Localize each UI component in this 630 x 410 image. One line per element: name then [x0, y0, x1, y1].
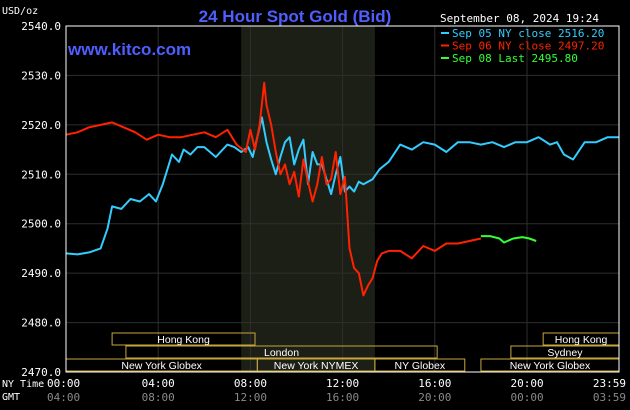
y-tick-label: 2490.0 [21, 267, 61, 280]
series-line [65, 81, 482, 297]
legend-entry: Sep 08 Last 2495.80 [452, 52, 578, 65]
x-tick-ny: 00:00 [47, 377, 80, 390]
ny-session-shade [241, 26, 375, 372]
y-tick-label: 2510.0 [21, 168, 61, 181]
session-label: Hong Kong [555, 334, 608, 346]
x-tick-gmt: 00:00 [510, 391, 543, 404]
timestamp: September 08, 2024 19:24 [440, 12, 599, 25]
session-bar [374, 358, 466, 372]
y-tick-label: 2530.0 [21, 69, 61, 82]
x-row-label-ny: NY Time [2, 379, 44, 390]
session-label: NY Globex [395, 360, 446, 372]
series-line [65, 116, 619, 256]
x-tick-ny: 12:00 [326, 377, 359, 390]
chart-title: 24 Hour Spot Gold (Bid) [199, 7, 392, 26]
y-tick-label: 2520.0 [21, 119, 61, 132]
session-label: New York Globex [510, 360, 591, 372]
y-tick-label: 2500.0 [21, 218, 61, 231]
x-tick-gmt: 12:00 [234, 391, 267, 404]
y-axis-ticks: 2540.0 2530.0 2520.0 2510.0 2500.0 2490.0 2480… [21, 20, 61, 379]
x-tick-gmt: 20:00 [418, 391, 451, 404]
y-tick-label: 2470.0 [21, 366, 61, 379]
legend-entry: Sep 05 NY close 2516.20 [452, 27, 604, 40]
session-label: Hong Kong [157, 334, 210, 346]
nymex-shade-rect [241, 26, 375, 372]
x-tick-gmt: 16:00 [326, 391, 359, 404]
gridlines [66, 26, 619, 372]
session-label: London [264, 347, 299, 359]
x-tick-ny: 04:00 [142, 377, 175, 390]
x-tick-ny: 16:00 [418, 377, 451, 390]
session-label: Sydney [547, 347, 583, 359]
x-tick-ny: 23:59 [593, 377, 626, 390]
session-bar [111, 332, 256, 346]
x-tick-ny: 08:00 [234, 377, 267, 390]
session-label: New York Globex [121, 360, 202, 372]
unit-label: USD/oz [2, 6, 38, 17]
plot-frame [65, 25, 620, 373]
y-tick-label: 2540.0 [21, 20, 61, 33]
x-axis-ticks: 00:00 04:00 08:00 12:00 16:00 20:00 23:5904:00… [47, 377, 626, 404]
y-tick-label: 2480.0 [21, 317, 61, 330]
watermark-url: www.kitco.com [67, 40, 191, 59]
series-line [480, 235, 537, 244]
session-bar [125, 345, 438, 359]
trading-sessions: Hong Kong London New York Globex New York N… [65, 332, 620, 372]
x-row-label-gmt: GMT [2, 392, 20, 403]
session-label: New York NYMEX [274, 360, 359, 372]
x-tick-gmt: 04:00 [47, 391, 80, 404]
x-tick-gmt: 08:00 [142, 391, 175, 404]
x-tick-ny: 20:00 [510, 377, 543, 390]
legend-entry: Sep 06 NY close 2497.20 [452, 40, 604, 53]
series-lines [65, 81, 619, 297]
x-tick-gmt: 03:59 [593, 391, 626, 404]
